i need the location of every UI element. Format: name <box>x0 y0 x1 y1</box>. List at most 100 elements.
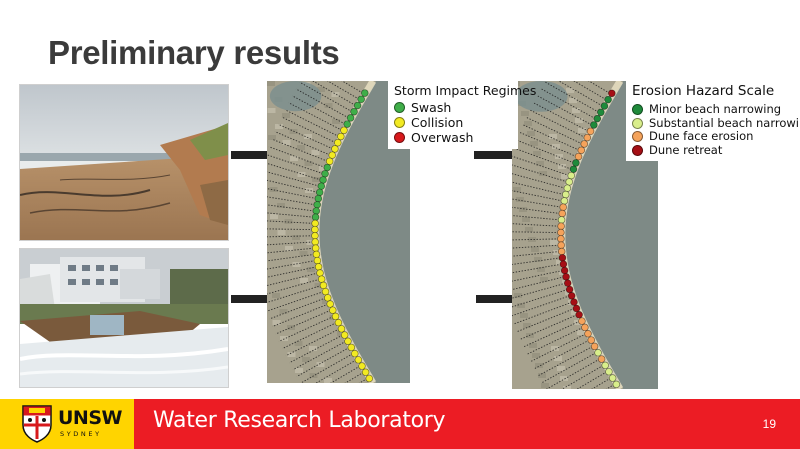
profile-point <box>340 331 349 339</box>
lab-name: Water Research Laboratory <box>153 408 446 433</box>
urban-block <box>311 150 320 155</box>
urban-block <box>575 118 583 123</box>
urban-block <box>572 108 580 113</box>
urban-block <box>560 376 568 381</box>
profile-line <box>591 377 611 389</box>
profile-point <box>562 190 570 199</box>
profile-point <box>357 95 365 104</box>
profile-line <box>267 154 324 175</box>
urban-block <box>304 134 312 139</box>
urban-block <box>269 187 278 192</box>
urban-block <box>295 368 303 373</box>
profile-point <box>321 287 330 296</box>
urban-block <box>324 378 332 383</box>
profile-point <box>583 133 592 142</box>
urban-block <box>319 166 327 171</box>
urban-block <box>569 98 577 103</box>
profile-line <box>512 263 562 274</box>
profile-line <box>512 251 560 257</box>
profile-point <box>572 304 581 313</box>
urban-block <box>302 357 310 362</box>
profile-point <box>311 232 319 240</box>
profile-point <box>567 292 576 300</box>
profile-line <box>278 316 334 342</box>
urban-block <box>307 267 315 272</box>
urban-block <box>314 283 323 288</box>
urban-block <box>332 119 340 124</box>
profile-line <box>272 303 329 327</box>
profile-line <box>267 235 313 238</box>
profile-point <box>346 114 355 122</box>
profile-point <box>311 213 320 221</box>
profile-point <box>584 330 592 338</box>
urban-block <box>292 262 301 267</box>
profile-point <box>361 89 369 97</box>
profile-point <box>347 343 356 352</box>
profile-line <box>267 247 314 254</box>
urban-block <box>300 278 308 283</box>
profile-line <box>269 297 326 320</box>
profile-point <box>353 101 362 110</box>
profile-point <box>557 222 565 230</box>
profile-point <box>350 107 358 116</box>
legend-item-overwash: Overwash <box>394 130 512 145</box>
urban-block <box>270 214 278 219</box>
legend-item-dune-retreat: Dune retreat <box>632 143 800 158</box>
urban-block <box>522 217 530 222</box>
profile-line <box>512 295 570 317</box>
profile-point <box>328 151 336 159</box>
profile-line <box>267 278 320 295</box>
profile-line <box>277 123 334 150</box>
lagoon <box>269 81 322 112</box>
legend-swatch <box>632 144 643 156</box>
profile-point <box>563 184 572 192</box>
urban-block <box>524 121 532 126</box>
profile-line <box>267 204 315 212</box>
profile-point <box>331 145 339 153</box>
profile-line <box>512 173 566 189</box>
profile-line <box>300 353 354 383</box>
profile-point <box>574 152 583 161</box>
profile-point <box>311 238 319 246</box>
profile-line <box>267 266 317 278</box>
profile-point <box>559 203 567 211</box>
profile-line <box>512 244 560 249</box>
profile-point <box>593 114 602 123</box>
profile-line <box>526 117 583 145</box>
urban-block <box>294 341 303 346</box>
erosion-hazard-legend: Erosion Hazard Scale Minor beach narrowi… <box>626 80 800 161</box>
urban-block <box>540 277 548 282</box>
urban-block <box>290 156 298 161</box>
urban-block <box>550 240 558 245</box>
profile-line <box>512 215 560 221</box>
urban-block <box>571 310 579 315</box>
urban-block <box>267 81 275 86</box>
legend-label: Swash <box>411 100 452 115</box>
urban-block <box>297 172 306 177</box>
urban-block <box>527 131 535 136</box>
profile-point <box>557 241 565 249</box>
legend-item-substantial-beach-narrowing: Substantial beach narrowing <box>632 116 800 131</box>
profile-point <box>557 247 566 256</box>
legend-label: Dune face erosion <box>649 129 754 143</box>
profile-line <box>296 347 350 377</box>
footer-bar: UNSW SYDNEY Water Research Laboratory 19 <box>0 399 800 449</box>
urban-block <box>554 356 562 361</box>
profile-point <box>590 342 599 351</box>
profile-point <box>608 89 616 98</box>
urban-block <box>322 299 330 304</box>
legend-swatch <box>394 132 405 143</box>
profile-point <box>570 298 578 306</box>
urban-block <box>324 103 333 108</box>
urban-block <box>551 346 559 351</box>
profile-line <box>517 308 575 332</box>
profile-point <box>321 169 329 178</box>
profile-point <box>334 318 343 327</box>
urban-block <box>537 267 545 272</box>
profile-point <box>575 311 583 319</box>
legend-item-collision: Collision <box>394 115 512 130</box>
urban-block <box>272 320 281 325</box>
legend-swatch <box>632 117 643 129</box>
urban-block <box>282 113 290 118</box>
profile-point <box>580 140 588 148</box>
